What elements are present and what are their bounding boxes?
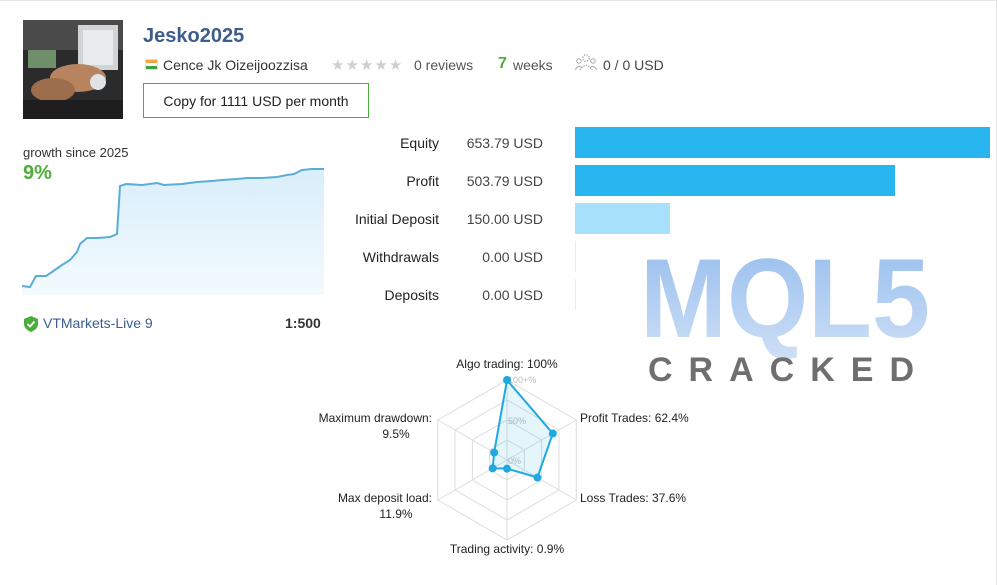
growth-chart[interactable] [22, 160, 324, 295]
radar-axis-label: Algo trading: 100% [456, 357, 558, 371]
radar-axis-label: Trading activity: 0.9% [450, 542, 565, 556]
radar-axis-value: 11.9% [379, 507, 412, 521]
growth-label: growth since 2025 [23, 145, 129, 160]
metric-value: 503.79 USD [466, 173, 543, 189]
radar-points [488, 376, 557, 482]
star-icon: ★ [359, 57, 375, 74]
radar-point[interactable] [548, 429, 557, 438]
leverage-value: 1:500 [285, 315, 321, 331]
broker-link[interactable]: VTMarkets-Live 9 [43, 315, 153, 331]
avatar[interactable] [23, 20, 123, 119]
radar-scale-mid: 50% [508, 416, 526, 426]
star-icon: ★ [331, 57, 346, 74]
radar-axis-label: Profit Trades: 62.4% [580, 411, 689, 425]
radar-point[interactable] [503, 376, 511, 384]
subscribers-value: 0 / 0 USD [603, 57, 664, 73]
metric-value: 150.00 USD [466, 211, 543, 227]
metric-label: Equity [400, 135, 439, 151]
metric-bar[interactable] [575, 127, 990, 158]
growth-line [22, 168, 324, 289]
signal-title[interactable]: Jesko2025 [143, 25, 245, 47]
radar-scale-inner: 0% [508, 456, 521, 466]
radar-axis-label: Max deposit load: [338, 491, 432, 505]
reviews-link[interactable]: 0 reviews [414, 57, 474, 73]
metric-label: Deposits [384, 287, 439, 303]
frame-top-border [0, 0, 997, 3]
avatar-image [23, 20, 123, 119]
star-icon: ★ [345, 57, 360, 74]
radar-axis-label: Loss Trades: 37.6% [580, 491, 686, 505]
radar-scale-outer: 100+% [508, 375, 536, 385]
radar-point[interactable] [488, 464, 497, 473]
flag-icon [145, 59, 158, 70]
watermark-logo-text: MQL5 [640, 245, 930, 361]
watermark-logo: MQL5 CRACKED [640, 245, 930, 389]
metric-bar[interactable] [575, 165, 895, 196]
metric-value: 0.00 USD [482, 287, 543, 303]
growth-area [22, 169, 324, 295]
copy-subscribe-button[interactable]: Copy for 1111 USD per month [143, 83, 369, 118]
metric-label: Initial Deposit [354, 211, 439, 227]
weeks-count: 7 [498, 55, 507, 72]
radar-point[interactable] [490, 448, 499, 457]
metric-label: Profit [406, 173, 439, 189]
metric-bar[interactable] [575, 279, 576, 310]
metric-label: Withdrawals [362, 249, 439, 265]
weeks-label: weeks [513, 57, 553, 73]
radar-chart: 100+% 50% 0% Algo trading: 100% Profit Tr… [319, 357, 689, 556]
metric-bar[interactable] [575, 241, 576, 272]
radar-point[interactable] [533, 473, 542, 482]
subscribers-icon [574, 53, 598, 78]
radar-grid-spoke [506, 419, 577, 461]
verified-shield-icon [24, 316, 38, 337]
star-icon: ★ [388, 57, 404, 74]
metric-value: 653.79 USD [466, 135, 543, 151]
radar-axis-label: Maximum drawdown: [319, 411, 432, 425]
metric-bar[interactable] [575, 203, 671, 234]
radar-axis-value: 9.5% [382, 427, 410, 441]
author-name[interactable]: Cence Jk Oizeijoozzisa [163, 57, 308, 73]
radar-grid-spoke [506, 459, 577, 501]
star-icon: ★ [374, 57, 389, 74]
watermark-sub-text: CRACKED [648, 351, 930, 389]
radar-labels: Algo trading: 100% Profit Trades: 62.4% Lo… [319, 357, 689, 556]
radar-area [491, 377, 554, 479]
radar-point[interactable] [503, 464, 511, 473]
rating-stars: ★★★★★ [331, 56, 403, 74]
metric-value: 0.00 USD [482, 249, 543, 265]
growth-value: 9% [23, 162, 52, 184]
